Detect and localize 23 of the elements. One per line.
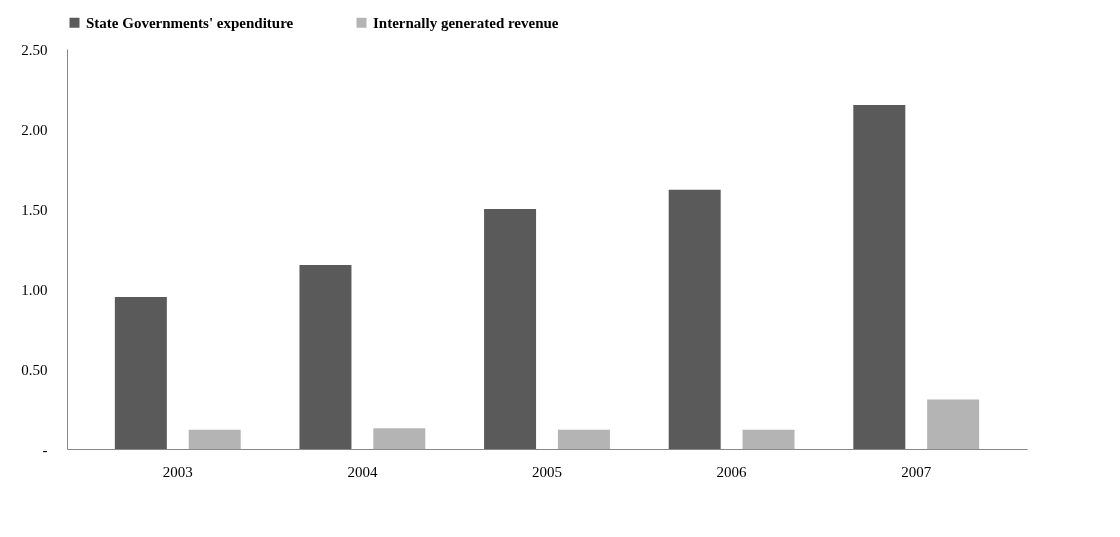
bar	[114, 297, 167, 449]
bar	[742, 429, 795, 449]
y-tick-label: -	[42, 441, 48, 458]
x-tick-label: 2004	[347, 463, 378, 480]
y-tick-label: 2.50	[21, 41, 48, 58]
bar	[373, 428, 426, 449]
y-tick-label: 1.50	[21, 201, 48, 218]
bar	[557, 429, 610, 449]
x-tick-label: 2005	[532, 463, 562, 480]
legend-label: Internally generated revenue	[373, 14, 559, 31]
bar	[668, 189, 721, 449]
y-tick-label: 2.00	[21, 121, 48, 138]
bar	[484, 209, 537, 449]
x-tick-label: 2006	[716, 463, 748, 480]
y-tick-label: 0.50	[21, 361, 48, 378]
bar	[188, 429, 241, 449]
y-tick-label: 1.00	[21, 281, 48, 298]
bar	[299, 265, 352, 449]
legend-label: State Governments' expenditure	[86, 14, 294, 31]
bar	[853, 105, 906, 449]
x-tick-label: 2007	[901, 463, 932, 480]
x-tick-label: 2003	[162, 463, 193, 480]
bar	[927, 399, 980, 449]
